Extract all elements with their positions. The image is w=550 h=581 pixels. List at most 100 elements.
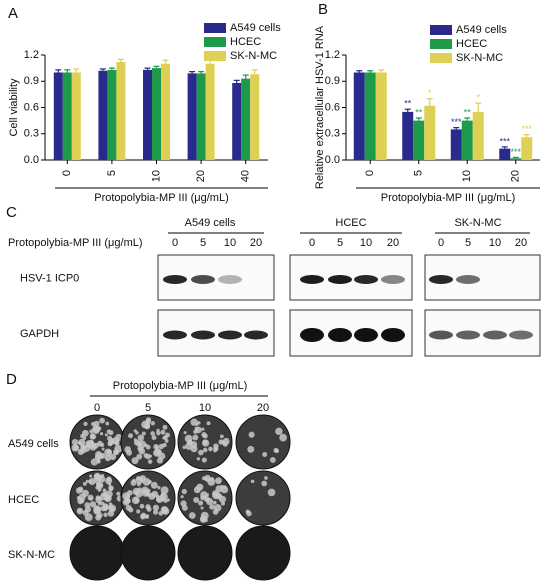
bar <box>71 72 81 160</box>
band <box>429 275 453 284</box>
plaque-spot <box>101 447 105 451</box>
plaque-spot <box>89 501 97 508</box>
plaque-spot <box>88 480 92 484</box>
plaque-spot <box>102 488 107 493</box>
plaque-spot <box>137 487 143 493</box>
bar <box>402 111 414 160</box>
bar <box>107 69 117 160</box>
plaque-spot <box>89 434 95 440</box>
band <box>381 328 405 342</box>
plaque-spot <box>81 429 89 437</box>
plaque-spot <box>274 448 280 454</box>
bar <box>116 62 126 160</box>
blot-group: SK-N-MC <box>454 217 501 229</box>
plate <box>235 470 291 526</box>
plaque-spot <box>142 478 151 486</box>
bar <box>499 148 511 160</box>
bar <box>62 72 72 160</box>
significance-label: *** <box>451 117 462 127</box>
plaque-spot <box>141 431 146 436</box>
plaque-spot <box>128 433 133 439</box>
legend-label: A549 cells <box>456 24 507 36</box>
plaque-spot <box>145 504 151 510</box>
bar <box>250 74 260 160</box>
bar <box>450 129 462 160</box>
plaque-spot <box>91 421 96 427</box>
legend-label: SK-N-MC <box>230 50 277 62</box>
plaque-spot <box>78 438 86 447</box>
error-bar <box>55 69 62 73</box>
blot-concentration: 5 <box>465 237 471 249</box>
plaque-spot <box>135 498 140 503</box>
panel-label: A <box>8 5 18 22</box>
plaque-spot <box>136 509 141 514</box>
plaque-spot <box>279 433 287 442</box>
plaque-spot <box>103 512 108 518</box>
plaque-spot <box>104 454 112 462</box>
plaque-spot <box>95 505 100 510</box>
significance-label: ** <box>404 99 412 109</box>
bar <box>187 73 197 160</box>
plaque-row-label: HCEC <box>8 494 39 506</box>
plaque-spot <box>163 499 168 503</box>
error-bar <box>153 65 160 69</box>
y-tick-label: 0.6 <box>24 101 39 113</box>
plaque-spot <box>248 431 255 438</box>
error-bar <box>99 68 106 71</box>
bar <box>161 63 170 160</box>
plaque-spot <box>201 427 205 431</box>
plaque-spot <box>76 507 84 515</box>
plaque-spot <box>105 477 113 485</box>
plaque-spot <box>247 445 255 453</box>
plaque-spot <box>95 495 101 500</box>
error-bar <box>378 69 385 73</box>
plaque-spot <box>206 421 211 426</box>
x-tick-label: 5 <box>413 170 425 176</box>
bar <box>143 69 152 160</box>
plaque-spot <box>109 453 117 461</box>
bar <box>152 68 161 160</box>
x-tick-label: 0 <box>61 170 73 176</box>
plaque-spot <box>161 507 170 515</box>
y-tick-label: 0.3 <box>24 128 39 140</box>
plaque-spot <box>156 457 163 464</box>
error-bar <box>242 74 249 79</box>
error-bar <box>475 102 482 112</box>
plaque-spot <box>160 429 166 435</box>
plaque-spot <box>208 446 213 452</box>
plaque-spot <box>82 436 87 441</box>
plaque-spot <box>108 485 114 491</box>
bar <box>521 137 533 160</box>
bar <box>472 111 484 160</box>
blot-group: A549 cells <box>185 217 236 229</box>
y-tick-label: 0.6 <box>325 101 340 113</box>
plaque-spot <box>103 491 108 496</box>
plaque-spot <box>114 450 119 455</box>
band <box>163 275 187 284</box>
error-bar <box>251 69 258 75</box>
plaque-spot <box>261 480 268 487</box>
plaque-spot <box>99 432 104 436</box>
plaque-spot <box>97 501 102 506</box>
bar <box>461 120 473 160</box>
plaque-spot <box>206 498 214 506</box>
plaque-spot <box>198 500 204 506</box>
bar <box>98 70 108 160</box>
plaque-spot <box>103 504 109 510</box>
plaque-spot <box>212 490 219 497</box>
blot-concentration: 20 <box>387 237 399 249</box>
y-axis-label: Relative extracellular HSV-1 RNA <box>314 25 326 189</box>
plaque-spot <box>262 452 268 457</box>
error-bar <box>144 67 151 70</box>
plaque-spot <box>145 515 149 519</box>
plaque-concentration: 10 <box>199 402 211 414</box>
blot-row-label: GAPDH <box>20 328 59 340</box>
legend-swatch <box>430 25 452 35</box>
plaque-spot <box>126 449 133 456</box>
plaque-spot <box>209 504 215 510</box>
y-tick-label: 0.3 <box>325 128 340 140</box>
error-bar <box>415 117 422 121</box>
plaque-spot <box>213 504 222 512</box>
band <box>218 330 242 340</box>
plaque-spot <box>78 486 84 492</box>
